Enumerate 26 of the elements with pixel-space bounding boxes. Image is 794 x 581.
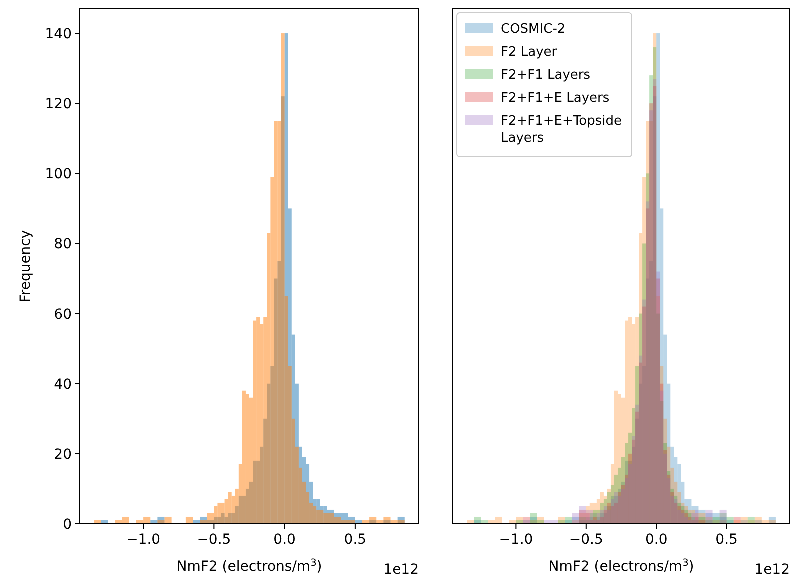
legend-label: F2+F1 Layers — [501, 68, 591, 83]
x-tick-label: 0.5 — [344, 532, 367, 548]
x-tick-label: 0.0 — [274, 532, 296, 548]
legend-label: COSMIC-2 — [501, 22, 566, 37]
y-tick-label: 80 — [54, 236, 72, 253]
x-tick-label: 0.0 — [645, 532, 668, 548]
x-tick-label: −0.5 — [197, 532, 232, 548]
x-tick-label: −1.0 — [499, 532, 534, 548]
x-axis-title: NmF2 (electrons/m$^{3}$) — [176, 558, 322, 575]
y-axis-title: Frequency — [18, 230, 34, 303]
text: 1e12 — [384, 562, 419, 578]
x-axis-title: NmF2 (electrons/m$^{3}$) — [548, 558, 694, 575]
x-tick-label: 0.5 — [716, 532, 738, 548]
y-tick-label: 0 — [63, 517, 72, 533]
y-tick-label: 40 — [54, 376, 72, 393]
text: 1e12 — [754, 562, 790, 578]
legend-label: F2+F1+E Layers — [501, 91, 610, 106]
y-tick-label: 120 — [45, 96, 72, 113]
legend-label: F2+F1+E+Topside Layers — [501, 114, 622, 146]
y-tick-label: 60 — [54, 306, 72, 323]
legend-label: F2 Layer — [501, 45, 558, 60]
x-tick-label: −0.5 — [569, 532, 604, 548]
x-tick-label: −1.0 — [126, 532, 161, 548]
y-tick-label: 140 — [45, 26, 72, 43]
y-tick-label: 100 — [45, 166, 72, 183]
y-tick-label: 20 — [54, 446, 72, 463]
